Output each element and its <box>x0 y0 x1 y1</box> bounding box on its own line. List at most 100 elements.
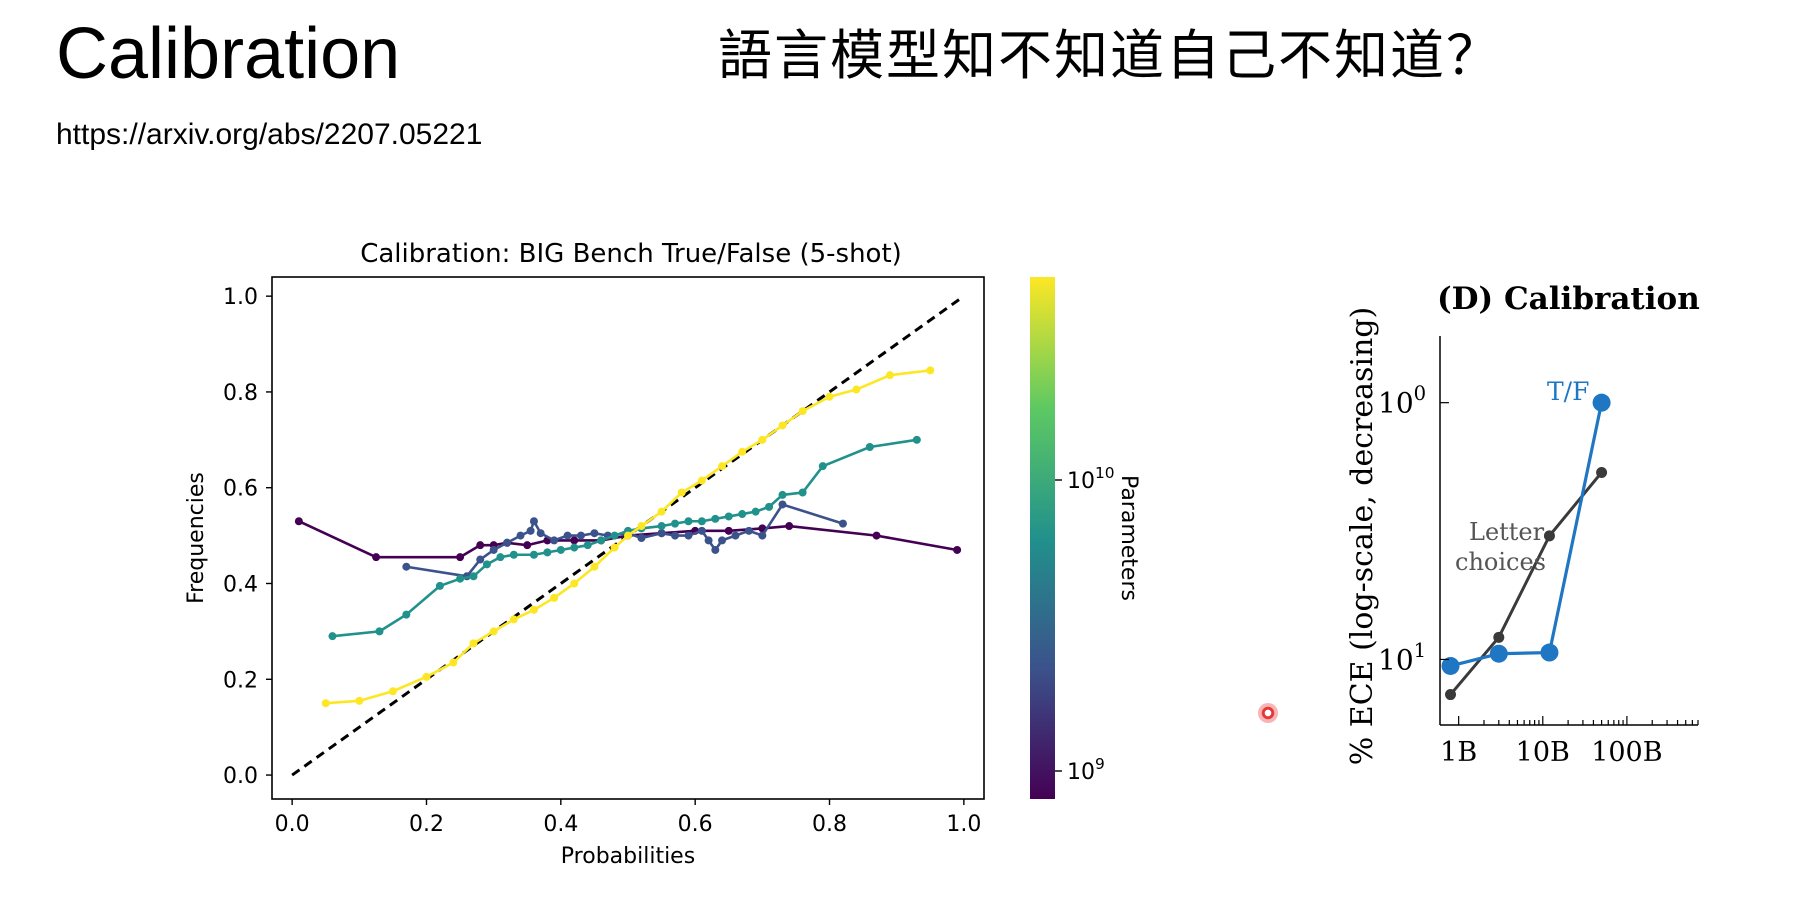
slide-title: Calibration <box>56 14 401 94</box>
series-3-point <box>738 447 747 456</box>
series-1-point <box>758 531 767 540</box>
ece-series-1-line <box>1449 471 1603 696</box>
x-tick-label: 0.6 <box>678 812 713 837</box>
series-3-point <box>718 462 727 471</box>
series-1-point <box>516 531 525 540</box>
series-2-point <box>697 517 706 526</box>
ece-chart-title: (D) Calibration <box>1437 281 1700 317</box>
series-1-point <box>711 545 720 554</box>
series-0-point <box>785 522 794 531</box>
colorbar-tick-label: 109 <box>1067 755 1105 785</box>
x-tick-label: 1.0 <box>946 812 981 837</box>
series-2-point <box>469 572 478 581</box>
series-3-point <box>422 672 431 681</box>
y-axis-label: Frequencies <box>184 472 209 604</box>
series-2-point <box>496 553 505 562</box>
series-1-point <box>657 529 666 538</box>
series-2-point <box>684 517 693 526</box>
colorbar-ticks: 109 1010 <box>1055 464 1115 785</box>
series-2-point <box>738 510 747 519</box>
series-2-point <box>597 536 606 545</box>
series-3-point <box>449 658 458 667</box>
series-3-point <box>321 699 330 708</box>
series-1-point <box>684 531 693 540</box>
colorbar-tick-label: 1010 <box>1067 464 1115 494</box>
series-2-point <box>751 507 760 516</box>
series-2-point <box>529 550 538 559</box>
ece-series-0-point <box>1592 393 1611 412</box>
series-2-point <box>556 545 565 554</box>
ece-series-0-point <box>1540 643 1559 662</box>
ece-series-1-point <box>1445 689 1457 701</box>
chart-title: Calibration: BIG Bench True/False (5-sho… <box>360 239 902 269</box>
series-3-point <box>489 627 498 636</box>
series-1-point <box>489 545 498 554</box>
svg-text:choices: choices <box>1455 548 1546 576</box>
series-1-point <box>503 538 512 547</box>
series-3-point <box>697 476 706 485</box>
series-3-point <box>637 522 646 531</box>
x-tick-label: 0.8 <box>812 812 847 837</box>
series-1-point <box>671 531 680 540</box>
series-1-point <box>402 562 411 571</box>
series-0-point <box>523 541 532 550</box>
ece-x-tick-label: 100B <box>1591 737 1662 768</box>
ece-series-0-point <box>1441 656 1460 675</box>
series-2-point <box>543 548 552 557</box>
series-label-tf: T/F <box>1547 377 1589 406</box>
series-2-point <box>610 531 619 540</box>
ece-series-1-point <box>1493 631 1505 643</box>
ece-series-1-point <box>1543 530 1555 542</box>
y-tick-label: 0.2 <box>223 668 258 693</box>
x-axis-ticks: 0.0 0.2 0.4 0.6 0.8 1.0 <box>275 799 981 837</box>
x-tick-label: 0.4 <box>543 812 578 837</box>
y-tick-label: 0.6 <box>223 477 258 502</box>
series-1-point <box>731 531 740 540</box>
series-3-point <box>509 615 518 624</box>
arxiv-link[interactable]: https://arxiv.org/abs/2207.05221 <box>56 118 483 151</box>
series-1-point <box>536 529 545 538</box>
series-2-point <box>671 519 680 528</box>
series-1-point <box>526 526 535 535</box>
series-2-point <box>482 560 491 569</box>
series-2-point <box>724 512 733 521</box>
series-0-point <box>372 553 381 562</box>
series-1-point <box>778 500 787 509</box>
chart-series-group <box>291 294 965 777</box>
series-3-point <box>590 562 599 571</box>
ece-x-tick-label: 1B <box>1440 737 1477 768</box>
series-3-point <box>624 531 632 540</box>
series-2-point <box>509 550 518 559</box>
series-3-point <box>852 385 861 394</box>
series-1-point <box>576 531 585 540</box>
series-1-point <box>744 526 753 535</box>
series-3-point <box>677 488 686 497</box>
y-tick-label: 1.0 <box>223 285 258 310</box>
series-2-point <box>375 627 384 636</box>
series-label-letter-choices: Letter choices <box>1455 518 1546 576</box>
series-2-point <box>912 435 921 444</box>
series-3-point <box>758 435 767 444</box>
ece-y-tick-label: 101 <box>1378 639 1426 677</box>
series-3-point <box>529 605 538 614</box>
series-3-point <box>355 696 364 705</box>
ece-y-axis-label: % ECE (log-scale, decreasing) <box>1345 307 1380 766</box>
series-3-point <box>570 579 579 588</box>
series-2-point <box>435 581 444 590</box>
series-2-point <box>657 522 666 531</box>
ece-y-tick-label: 100 <box>1378 382 1426 420</box>
series-2-point <box>328 632 337 641</box>
plot-frame <box>271 276 985 800</box>
svg-text:Letter: Letter <box>1469 518 1545 546</box>
series-1-point <box>476 555 485 564</box>
series-1-point <box>529 517 538 526</box>
series-0-point <box>872 531 881 540</box>
series-1-point <box>704 536 713 545</box>
series-2-point <box>778 490 787 499</box>
x-tick-label: 0.2 <box>409 812 444 837</box>
series-0-point <box>476 541 485 550</box>
series-2-point <box>402 610 411 619</box>
series-0-point <box>456 553 465 562</box>
